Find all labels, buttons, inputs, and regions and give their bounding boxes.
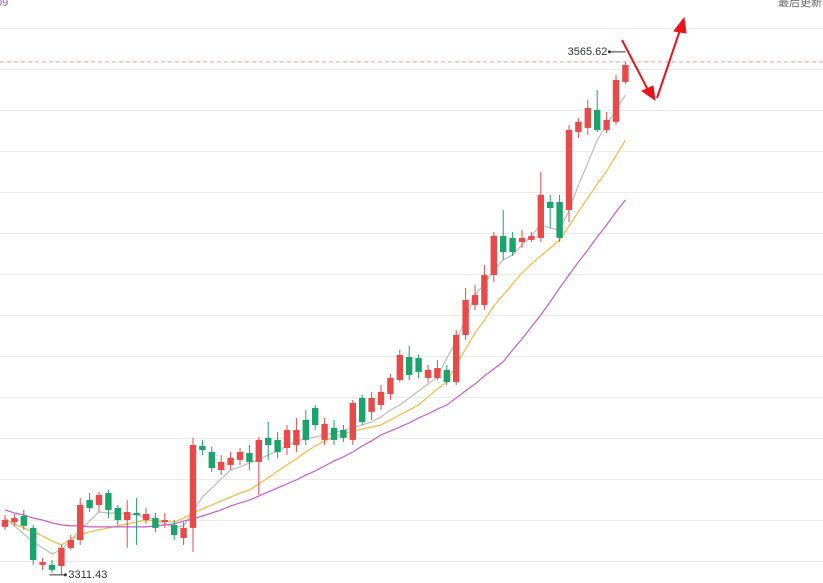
candle-body: [208, 452, 215, 468]
candle-body: [58, 547, 65, 567]
candle-body: [575, 121, 582, 132]
candle-body: [359, 397, 366, 422]
candle-body: [471, 295, 479, 305]
candle-body: [612, 79, 620, 122]
candle-body: [321, 423, 328, 440]
arrow-head: [640, 85, 656, 102]
candle-body: [302, 419, 309, 440]
candle-body: [547, 202, 554, 209]
candle-body: [453, 334, 460, 383]
candle-body: [246, 453, 253, 462]
candle-body: [283, 430, 291, 448]
candle-body: [11, 518, 18, 523]
candle-body: [340, 430, 347, 438]
max-label: 3565.62: [568, 46, 608, 58]
candle-body: [274, 439, 281, 453]
header-left: 09: [0, 0, 8, 9]
candle-body: [30, 527, 37, 560]
candle-body: [509, 237, 516, 253]
candle-body: [528, 235, 535, 240]
candle-body: [67, 540, 74, 548]
annotation-arrows: [621, 16, 687, 102]
candle-body: [312, 408, 319, 425]
ma-line: [4, 139, 626, 546]
candle-body: [415, 357, 422, 372]
candle-body: [95, 495, 103, 505]
candle-body: [396, 354, 403, 380]
candle-body: [161, 520, 168, 523]
candle-body: [105, 492, 112, 510]
candle-body: [152, 518, 159, 528]
candle-body: [556, 202, 563, 238]
candle-body: [227, 457, 234, 465]
min-label: 3311.43: [68, 569, 107, 581]
candle-body: [236, 452, 244, 460]
candle-body: [406, 356, 413, 375]
candle-body: [330, 428, 338, 440]
candle-body: [293, 430, 300, 445]
candle-body: [481, 275, 488, 305]
candle-body: [443, 369, 450, 383]
candle-body: [124, 511, 131, 521]
candle-body: [133, 512, 140, 515]
candle-body: [48, 564, 56, 570]
candle-body: [584, 107, 591, 128]
header-right: 最后更新: [778, 0, 822, 9]
candle-body: [218, 461, 225, 470]
arrow-down: [621, 39, 649, 91]
candle-body: [189, 444, 197, 528]
candle-body: [462, 300, 469, 335]
ma-line: [4, 94, 626, 555]
candle-body: [603, 119, 610, 130]
candle-body: [39, 562, 46, 565]
arrow-head: [673, 16, 687, 34]
candle-body: [171, 524, 178, 535]
max-dot: [607, 50, 611, 54]
candle-body: [565, 129, 573, 211]
candle-body: [265, 437, 272, 445]
candle-body: [349, 402, 356, 440]
candle-body: [255, 439, 262, 462]
candle-body: [86, 500, 93, 508]
candle-body: [368, 397, 375, 412]
candle-body: [377, 391, 385, 406]
candle-body: [500, 235, 507, 253]
candle-body: [537, 194, 544, 238]
candle-body: [622, 64, 629, 82]
min-dot: [63, 573, 67, 577]
candle-body: [199, 445, 206, 451]
candle-body: [114, 507, 121, 521]
candle-body: [77, 504, 84, 541]
candle-body: [387, 377, 394, 394]
candle-body: [1, 520, 9, 527]
candle-body: [142, 513, 150, 521]
candle-body: [424, 369, 432, 378]
candle-body: [594, 109, 601, 130]
candle-body: [490, 235, 497, 276]
arrow-up: [656, 29, 681, 99]
candle-body: [20, 516, 27, 526]
ma-line: [4, 199, 626, 528]
candle-body: [434, 368, 441, 378]
candle-body: [518, 237, 526, 242]
candle-body: [180, 527, 187, 538]
